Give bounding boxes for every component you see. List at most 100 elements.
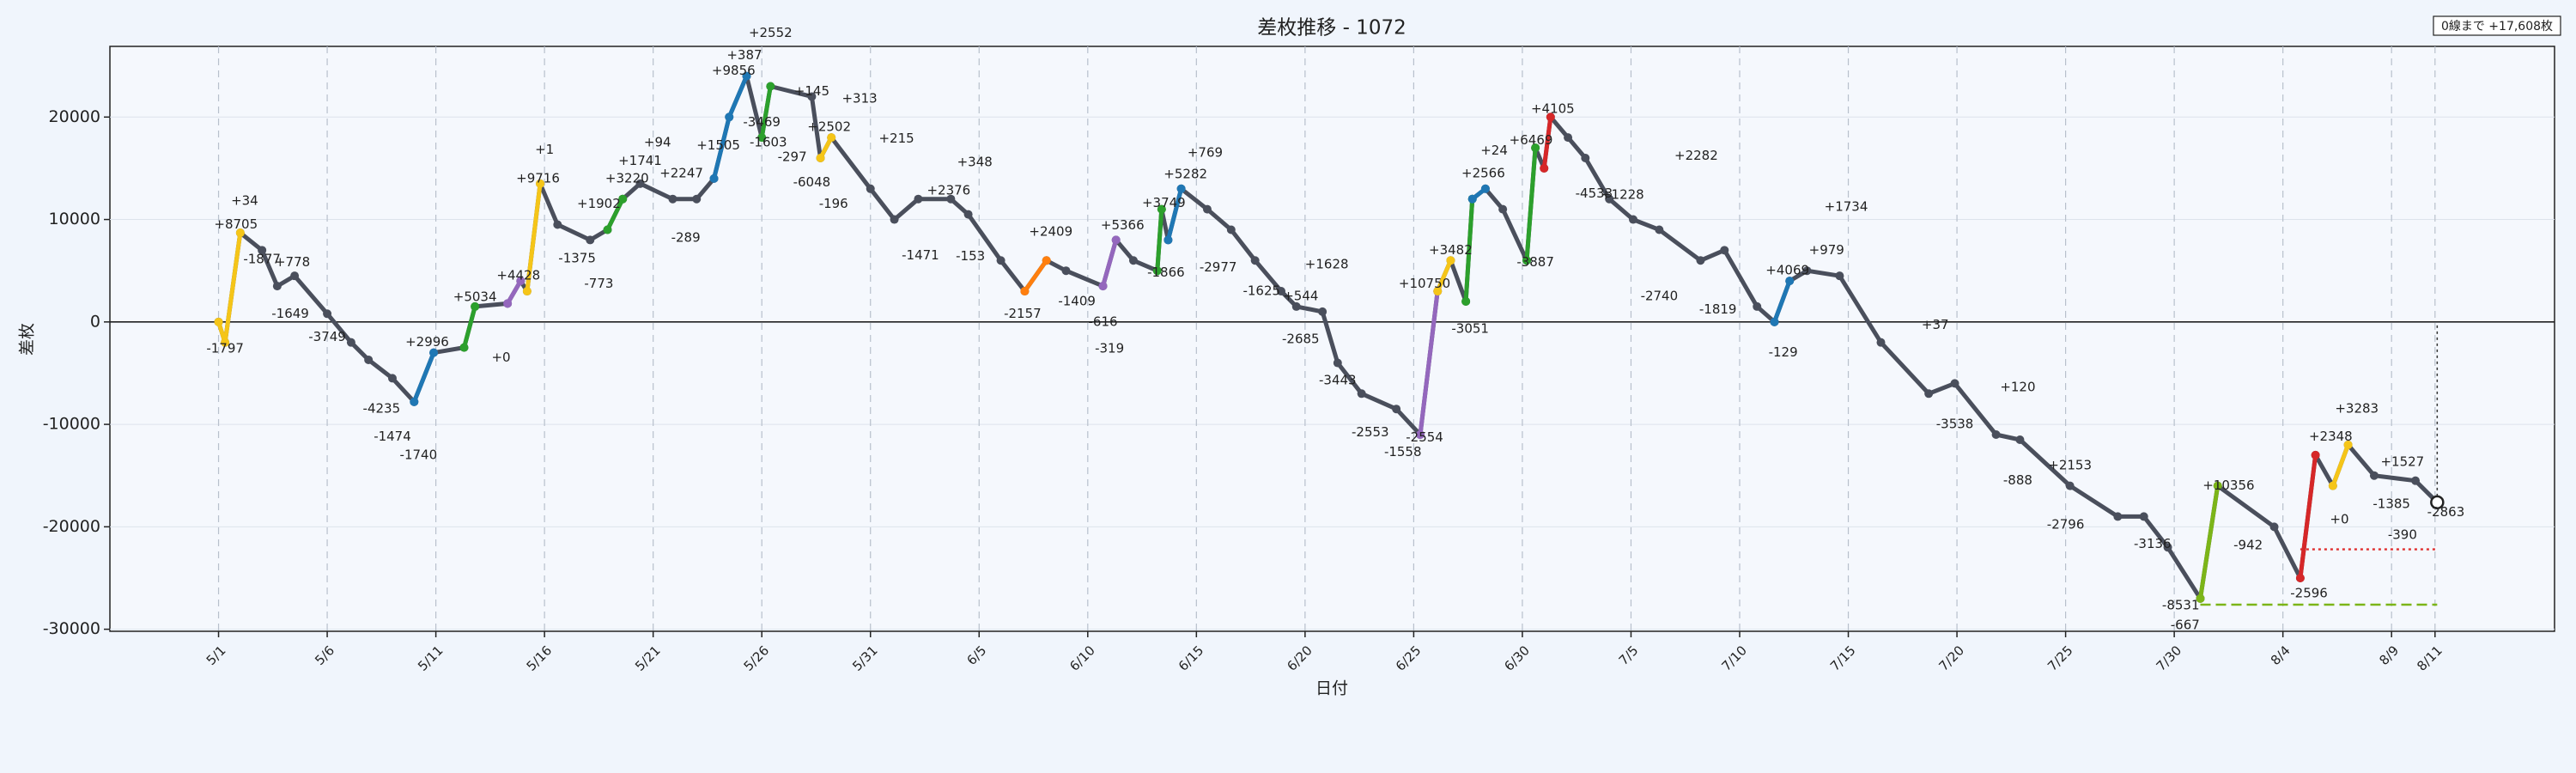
annotation: +348 [957, 154, 993, 169]
point [1991, 430, 2001, 440]
point [290, 271, 300, 281]
annotation: -289 [671, 230, 701, 246]
y-tick-label: 10000 [49, 210, 100, 228]
point [890, 215, 899, 224]
annotation: +34 [231, 193, 258, 209]
x-tick-label: 6/25 [1393, 642, 1425, 674]
point [1498, 204, 1508, 214]
highlight-point [1546, 113, 1555, 122]
point [1924, 389, 1934, 399]
highlight-point [1785, 277, 1795, 286]
point [914, 194, 923, 204]
point [2163, 543, 2172, 552]
annotation: +3482 [1429, 242, 1473, 258]
highlight-point [1467, 194, 1477, 204]
point [586, 235, 595, 245]
y-tick-label: -20000 [43, 517, 100, 536]
annotation: -4533 [1576, 186, 1613, 201]
point [1333, 358, 1342, 368]
annotation: +313 [841, 90, 877, 106]
point [272, 282, 282, 291]
highlight-point [1415, 430, 1425, 440]
annotation: -1797 [206, 340, 244, 356]
highlight-point [1098, 282, 1108, 291]
highlight-line [525, 183, 543, 292]
x-tick-label: 7/15 [1827, 642, 1859, 674]
highlight-point [742, 71, 751, 81]
point [1720, 246, 1729, 255]
highlight-line [1435, 259, 1453, 292]
x-tick-label: 5/6 [312, 642, 337, 668]
annotation: +387 [726, 47, 762, 63]
x-tick-label: 5/26 [741, 642, 773, 674]
annotation: -2157 [1004, 306, 1042, 321]
highlight-point [2196, 593, 2205, 603]
point [2065, 481, 2075, 490]
annotation: -297 [778, 149, 807, 164]
highlight-line [1101, 239, 1119, 287]
annotation: +0 [491, 350, 510, 365]
annotation: +4428 [496, 268, 540, 283]
annotation: -3749 [308, 329, 346, 344]
annotation: -1877 [243, 252, 281, 267]
annotation: -1409 [1058, 293, 1096, 308]
highlight-point [1433, 287, 1443, 296]
point [1753, 301, 1762, 311]
point [258, 246, 267, 255]
highlight-point [1522, 256, 1531, 265]
point [1128, 256, 1138, 265]
point [2113, 512, 2123, 521]
annotation: -1474 [374, 429, 411, 444]
annotation: +2552 [749, 25, 793, 40]
point [1318, 307, 1327, 316]
point [1277, 287, 1286, 296]
highlight-point [221, 338, 230, 347]
point [1581, 153, 1590, 162]
highlight-line [1165, 188, 1184, 241]
annotation: -1740 [400, 447, 438, 462]
highlight-line [462, 306, 477, 349]
annotation: -1625 [1242, 283, 1280, 299]
highlight-point [536, 179, 545, 188]
point [1802, 266, 1812, 276]
point [1696, 256, 1705, 265]
point [1250, 256, 1260, 265]
annotation: -1649 [271, 306, 309, 321]
point [692, 194, 702, 204]
x-tick-label: 7/10 [1718, 642, 1750, 674]
annotation: +120 [2000, 380, 2035, 395]
annotation: +145 [794, 83, 829, 99]
annotation: +1628 [1305, 257, 1349, 272]
annotation: +4105 [1531, 100, 1575, 116]
highlight-point [214, 317, 223, 326]
annotation: -319 [1095, 340, 1124, 356]
x-tick-label: 8/11 [2414, 642, 2445, 674]
annotation: +0 [2330, 512, 2348, 527]
highlight-point [1157, 204, 1166, 214]
highlight-line [2198, 485, 2221, 600]
annotation: -616 [1088, 313, 1117, 329]
point [364, 355, 374, 364]
highlight-point [1042, 256, 1051, 265]
y-tick-label: 0 [90, 312, 100, 331]
annotation: +778 [275, 254, 310, 270]
annotation: +769 [1188, 145, 1223, 161]
highlight-point [725, 113, 734, 122]
x-tick-label: 5/21 [632, 642, 664, 674]
x-tick-label: 6/5 [963, 642, 989, 668]
highlight-line [411, 351, 436, 403]
highlight-point [471, 301, 480, 311]
point [1357, 389, 1366, 399]
x-tick-label: 7/25 [2044, 642, 2076, 674]
annotation: -2554 [1406, 429, 1443, 445]
highlight-point [2295, 573, 2305, 582]
chart-title: 差枚推移 - 1072 [1257, 17, 1406, 40]
annotation: -1471 [902, 247, 939, 263]
highlight-point [503, 299, 513, 308]
highlight-point [235, 228, 245, 238]
end-point [2430, 495, 2445, 510]
annotation: +10750 [1399, 276, 1450, 291]
point [1202, 204, 1212, 214]
annotation: -2553 [1352, 424, 1389, 440]
annotation: -2977 [1200, 259, 1237, 275]
